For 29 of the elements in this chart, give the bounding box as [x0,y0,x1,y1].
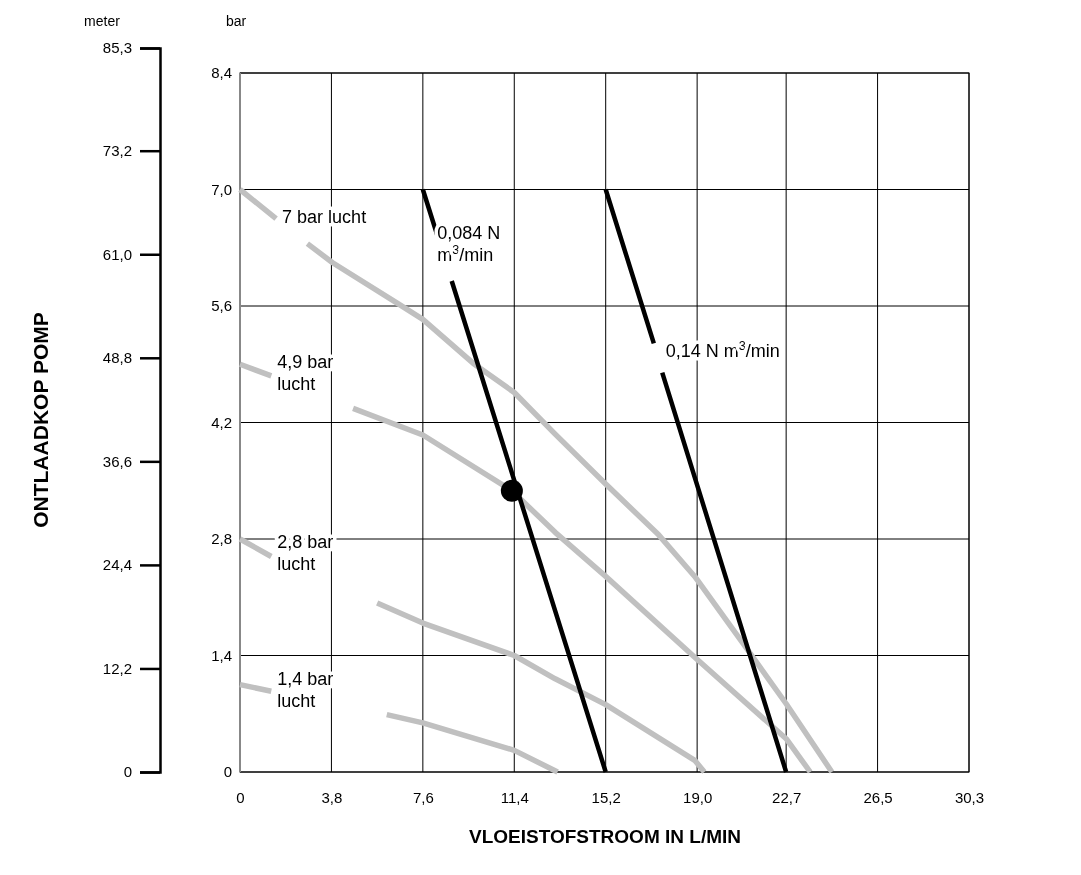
series-label: 0,084 N m$^{3}$/min [437,223,501,266]
y-tick-label: 7,0 [211,180,232,198]
y2-tick-label: 48,8 [102,349,132,367]
y-tick-label: 5,6 [211,297,232,315]
x-tick-label: 30,3 [954,788,985,806]
y2-tick-label: 0 [123,763,132,781]
y2-tick-label: 73,2 [102,142,132,159]
x-axis-title: VLOEISTOFSTROOM IN L/MIN [469,826,741,847]
x-tick-label: 19,0 [683,788,713,806]
y-tick-label: 4,2 [211,413,232,431]
x-tick-label: 15,2 [591,788,621,806]
y2-tick-label: 24,4 [102,556,132,574]
y-tick-label: 1,4 [211,646,232,664]
x-tick-label: 11,4 [500,788,529,806]
y-tick-label: 8,4 [211,64,232,82]
x-tick-label: 26,5 [863,788,893,806]
y2-tick-label: 61,0 [102,245,132,263]
y2-tick-label: 85,3 [102,39,132,57]
x-tick-label: 0 [236,788,245,806]
x-tick-label: 3,8 [321,788,343,806]
y2-tick-label: 36,6 [102,452,132,470]
y-tick-label: 0 [223,763,232,781]
x-tick-label: 7,6 [412,788,434,806]
text: ONTLAADKOP POMP [29,312,52,528]
y-tick-label: 2,8 [211,530,232,548]
y-axis-title: bar [225,13,247,29]
x-tick-label: 22,7 [772,788,802,806]
y2-axis-title: meter [84,13,121,29]
y2-tick-label: 12,2 [102,659,132,677]
